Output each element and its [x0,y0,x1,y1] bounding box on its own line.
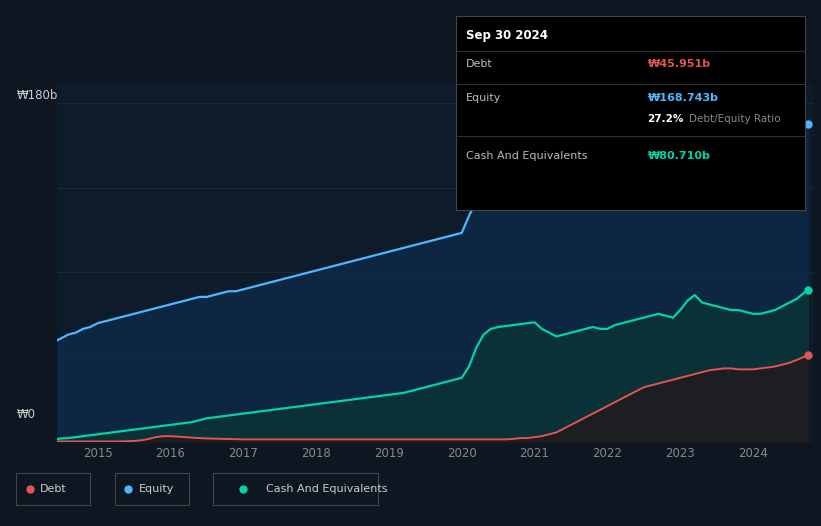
Point [23,485,36,493]
Text: ₩80.710b: ₩80.710b [648,151,710,161]
Text: Sep 30 2024: Sep 30 2024 [466,29,548,43]
Text: ₩45.951b: ₩45.951b [648,59,711,69]
Text: Equity: Equity [139,484,174,494]
Text: ₩0: ₩0 [16,408,35,421]
Text: 27.2%: 27.2% [648,114,684,124]
Text: ₩168.743b: ₩168.743b [648,93,718,103]
Point [801,120,814,128]
Point [122,485,135,493]
Text: ₩180b: ₩180b [16,89,57,103]
Text: Cash And Equivalents: Cash And Equivalents [466,151,588,161]
Text: Debt/Equity Ratio: Debt/Equity Ratio [690,114,781,124]
Text: Equity: Equity [466,93,502,103]
Point [801,351,814,360]
Text: Debt: Debt [40,484,67,494]
Point [236,485,250,493]
Text: Cash And Equivalents: Cash And Equivalents [266,484,388,494]
Text: Debt: Debt [466,59,493,69]
Point [801,286,814,294]
